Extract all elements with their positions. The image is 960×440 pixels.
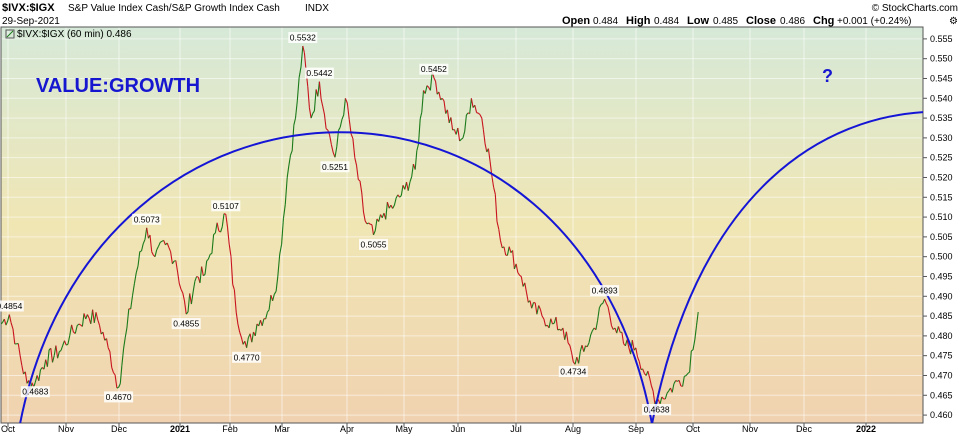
data-label: 0.5442: [306, 68, 332, 78]
y-tick-label: 0.525: [930, 153, 953, 163]
price-segment: [210, 254, 212, 255]
x-tick-label: Oct: [1, 424, 16, 434]
x-tick-label: Apr: [340, 424, 354, 434]
y-tick-label: 0.470: [930, 370, 953, 380]
data-label: 0.5452: [421, 64, 447, 74]
data-label: 0.4670: [106, 392, 132, 402]
y-tick-label: 0.505: [930, 232, 953, 242]
price-segment: [684, 376, 686, 377]
x-tick-label: Aug: [565, 424, 581, 434]
x-axis: Oct Nov Dec 2021 Feb Mar Apr May Jun Jul Aug Sep Oct…: [1, 423, 876, 434]
data-label: 0.4855: [173, 319, 199, 329]
y-tick-label: 0.555: [930, 34, 953, 44]
x-tick-label: 2022: [856, 424, 876, 434]
data-label: 0.4638: [644, 405, 670, 415]
price-segment: [117, 387, 119, 388]
data-label: 0.5107: [213, 201, 239, 211]
price-segment: [197, 277, 199, 278]
data-label: 0.5532: [290, 33, 316, 43]
data-label: 0.4683: [22, 387, 48, 397]
chg-label: Chg: [813, 15, 834, 27]
chart-legend: $IVX:$IGX (60 min) 0.486: [6, 29, 132, 40]
x-tick-label: 2021: [170, 424, 190, 434]
x-tick-label: Nov: [742, 424, 759, 434]
y-tick-label: 0.490: [930, 291, 953, 301]
y-tick-label: 0.485: [930, 311, 953, 321]
y-tick-label: 0.530: [930, 133, 953, 143]
data-label: 0.4893: [592, 286, 618, 296]
price-segment: [66, 344, 68, 345]
x-tick-label: Jun: [451, 424, 466, 434]
x-tick-label: Jul: [510, 424, 522, 434]
price-segment: [558, 329, 560, 330]
close-value: 0.486: [780, 16, 805, 27]
y-tick-label: 0.465: [930, 390, 953, 400]
x-tick-label: Mar: [274, 424, 290, 434]
y-tick-label: 0.510: [930, 212, 953, 222]
y-axis: 0.460 0.465 0.470 0.475 0.480 0.485 0.490 0.495…: [923, 34, 953, 420]
y-tick-label: 0.535: [930, 113, 953, 123]
y-tick-label: 0.540: [930, 93, 953, 103]
y-tick-label: 0.550: [930, 54, 953, 64]
x-tick-label: Sep: [628, 424, 644, 434]
annotation-title: VALUE:GROWTH: [36, 75, 200, 97]
description-text: S&P Value Index Cash/S&P Growth Index Ca…: [68, 3, 280, 14]
low-label: Low: [687, 15, 709, 27]
legend-text: $IVX:$IGX (60 min) 0.486: [17, 29, 132, 40]
close-label: Close: [746, 15, 776, 27]
price-segment: [224, 214, 226, 215]
y-tick-label: 0.520: [930, 172, 953, 182]
y-tick-label: 0.515: [930, 192, 953, 202]
price-segment: [370, 224, 372, 225]
x-tick-label: Nov: [58, 424, 75, 434]
data-label: 0.5251: [322, 162, 348, 172]
y-tick-label: 0.475: [930, 351, 953, 361]
credit-text: © StockCharts.com: [872, 3, 958, 14]
data-label: 0.5055: [361, 239, 387, 249]
chg-value: +0.001 (+0.24%): [837, 16, 912, 27]
x-tick-label: Dec: [796, 424, 813, 434]
data-label: 0.4854: [0, 301, 23, 311]
y-tick-label: 0.460: [930, 410, 953, 420]
y-tick-label: 0.500: [930, 252, 953, 262]
x-tick-label: May: [395, 424, 413, 434]
exchange-text: INDX: [305, 3, 329, 14]
date-text: 29-Sep-2021: [2, 16, 60, 27]
settings-icon[interactable]: ⚙: [949, 16, 958, 27]
y-tick-label: 0.495: [930, 271, 953, 281]
low-value: 0.485: [713, 16, 738, 27]
x-tick-label: Oct: [686, 424, 701, 434]
x-tick-label: Feb: [222, 424, 238, 434]
y-tick-label: 0.545: [930, 73, 953, 83]
high-value: 0.484: [654, 16, 679, 27]
symbol-text: $IVX:$IGX: [2, 2, 55, 14]
data-label: 0.4770: [234, 352, 260, 362]
y-tick-label: 0.480: [930, 331, 953, 341]
data-label: 0.5073: [134, 214, 160, 224]
high-label: High: [626, 15, 651, 27]
price-segment: [140, 251, 142, 252]
price-segment: [477, 113, 479, 114]
annotation-question: ?: [822, 66, 833, 86]
open-label: Open: [562, 15, 590, 27]
data-label: 0.4734: [560, 367, 586, 377]
chart-header: $IVX:$IGX S&P Value Index Cash/S&P Growt…: [2, 2, 958, 27]
x-tick-label: Dec: [111, 424, 128, 434]
open-value: 0.484: [593, 16, 618, 27]
